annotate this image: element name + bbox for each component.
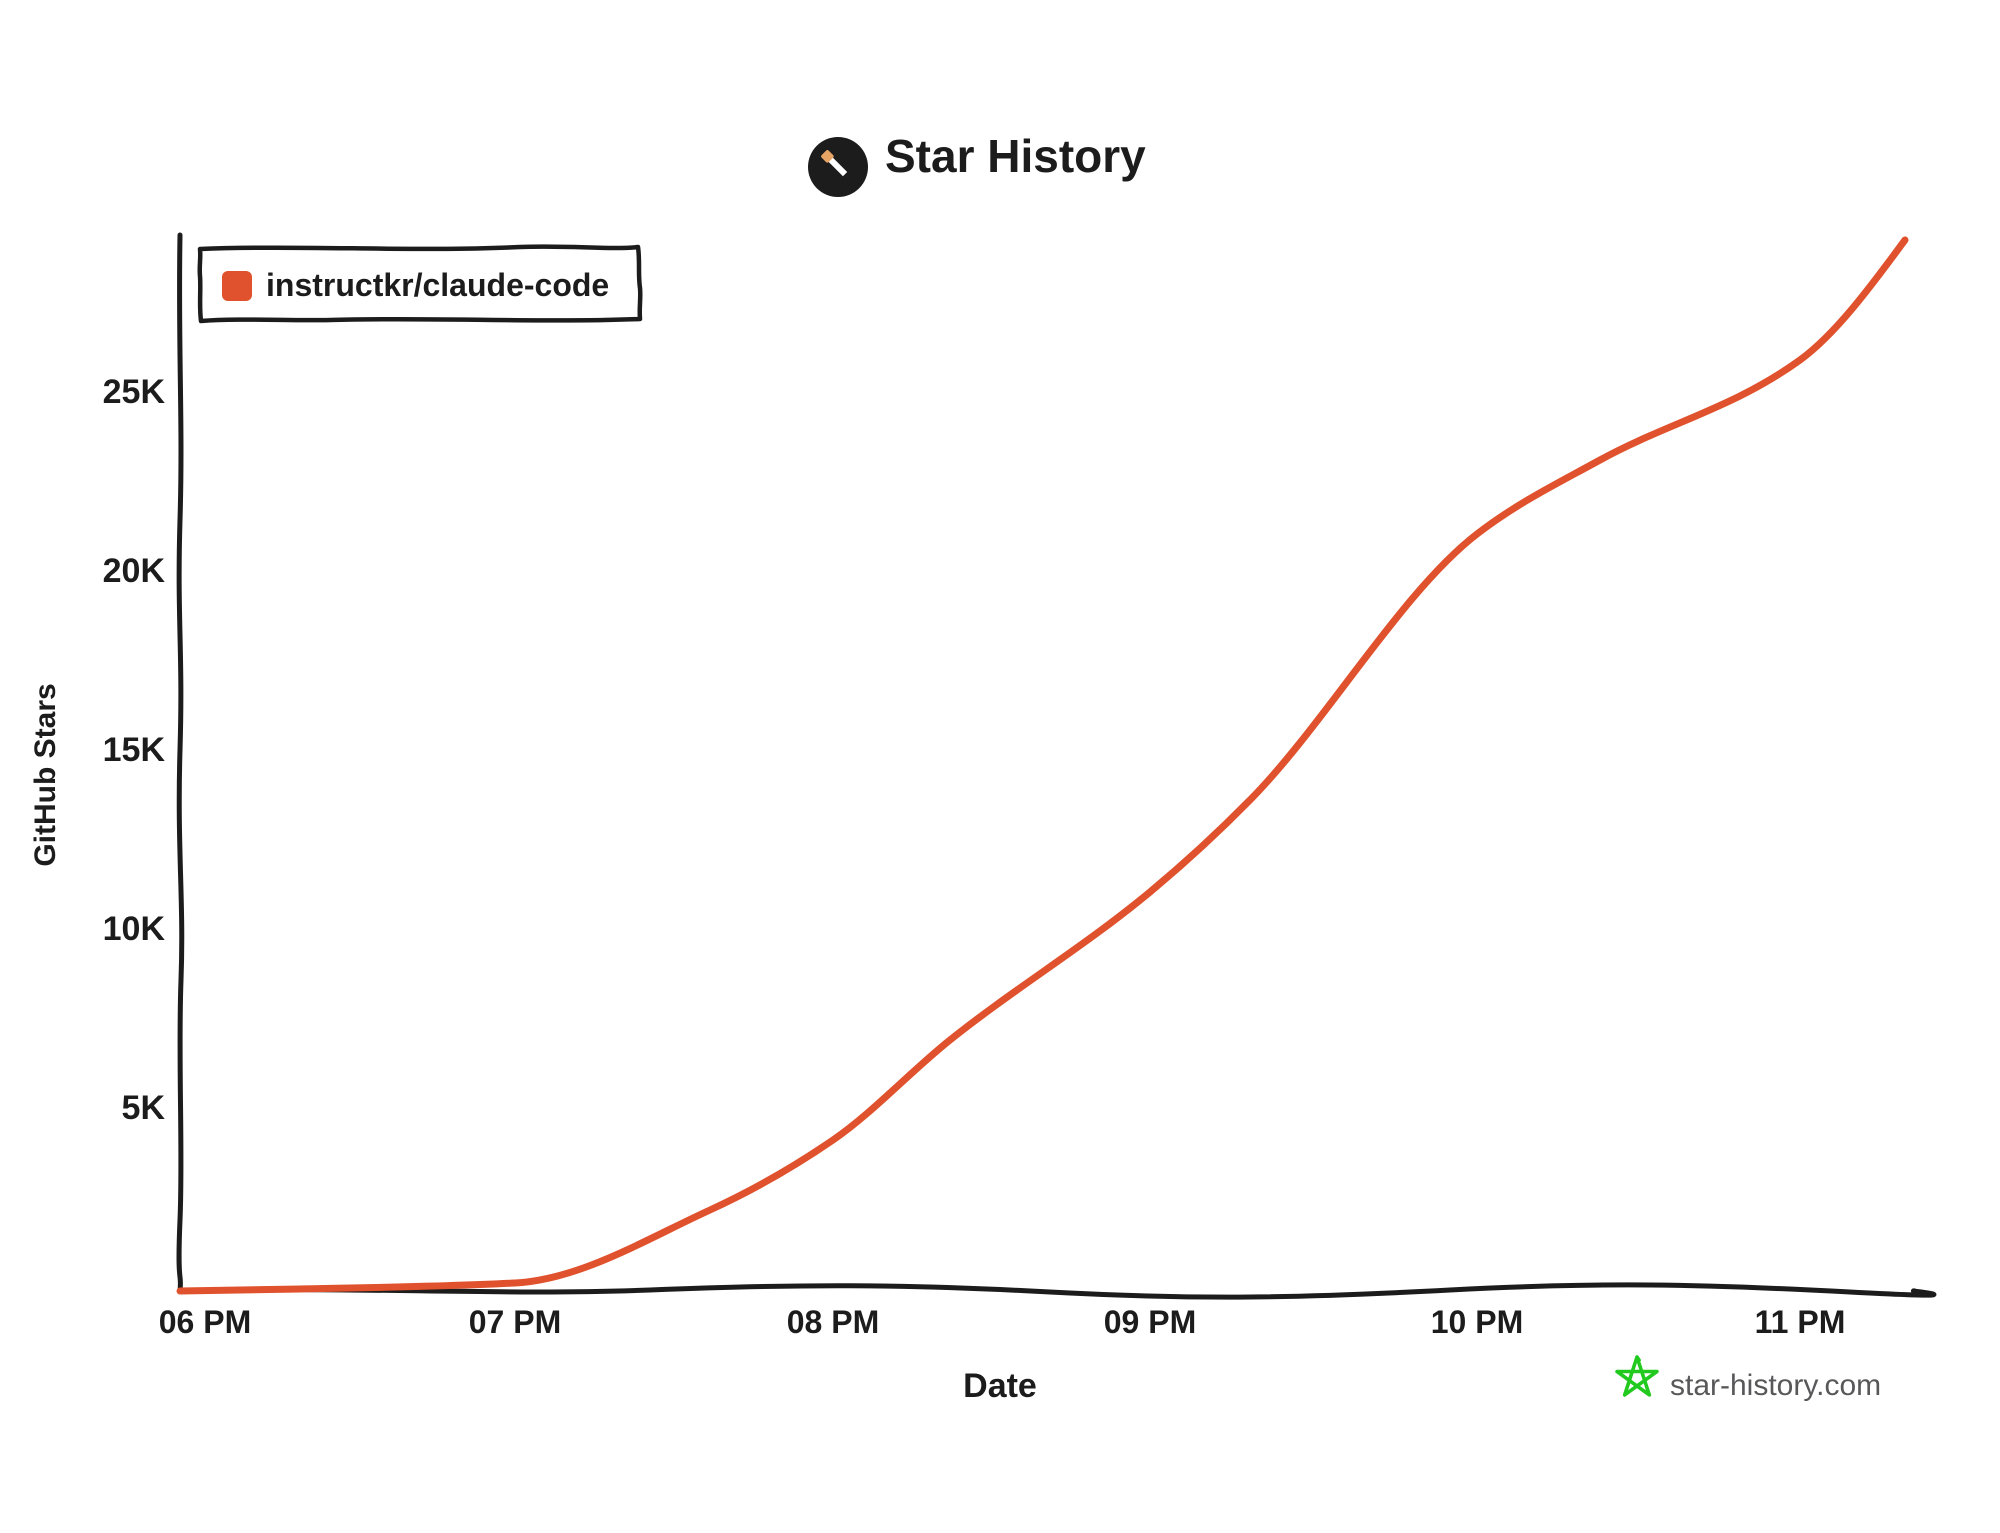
svg-text:Star History: Star History bbox=[885, 130, 1146, 182]
svg-text:09 PM: 09 PM bbox=[1104, 1304, 1196, 1340]
svg-text:11 PM: 11 PM bbox=[1755, 1304, 1846, 1340]
svg-text:15K: 15K bbox=[103, 731, 166, 769]
svg-text:Date: Date bbox=[963, 1367, 1037, 1405]
svg-text:08 PM: 08 PM bbox=[787, 1304, 879, 1340]
svg-text:instructkr/claude-code: instructkr/claude-code bbox=[266, 267, 609, 303]
svg-text:star-history.com: star-history.com bbox=[1670, 1369, 1881, 1402]
svg-text:10 PM: 10 PM bbox=[1431, 1304, 1523, 1340]
svg-text:20K: 20K bbox=[103, 552, 166, 590]
svg-text:25K: 25K bbox=[103, 373, 166, 411]
svg-text:06 PM: 06 PM bbox=[159, 1304, 251, 1340]
svg-text:5K: 5K bbox=[122, 1089, 166, 1127]
svg-text:07 PM: 07 PM bbox=[469, 1304, 561, 1340]
svg-text:10K: 10K bbox=[103, 910, 166, 948]
svg-text:GitHub Stars: GitHub Stars bbox=[29, 683, 62, 866]
